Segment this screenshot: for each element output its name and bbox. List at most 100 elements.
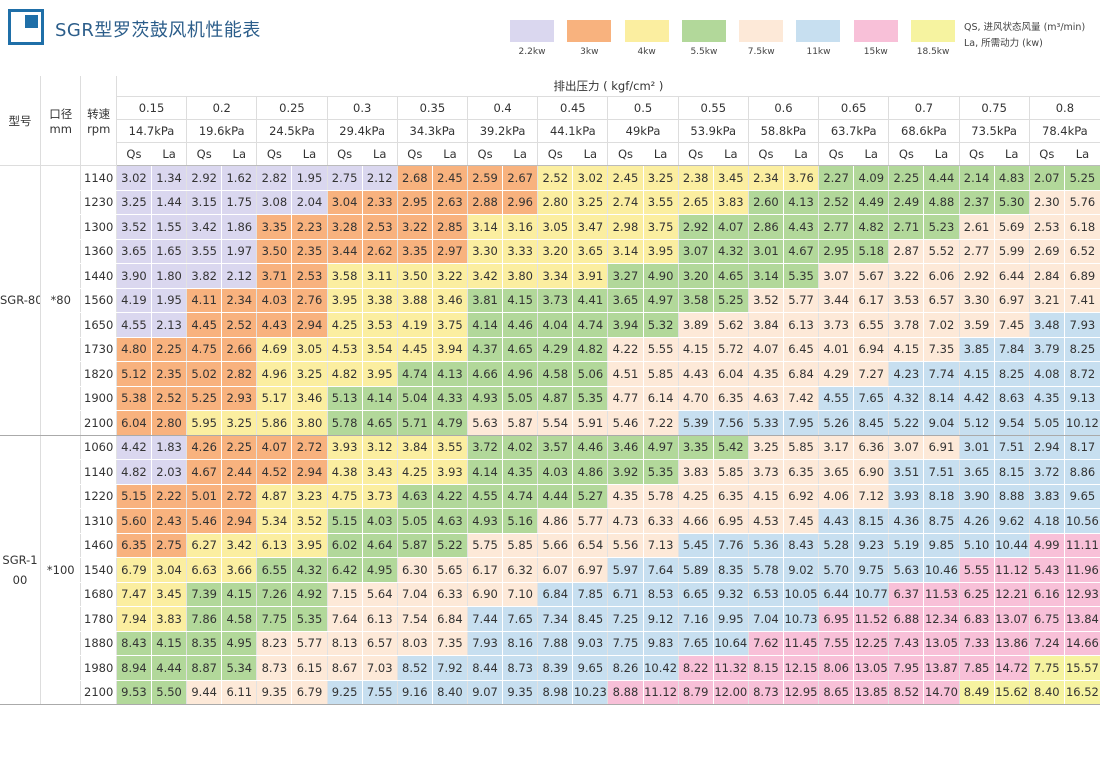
qs-cell: 5.36 bbox=[747, 533, 784, 558]
la-cell: 6.35 bbox=[712, 484, 749, 509]
qs-cell: 6.13 bbox=[256, 533, 292, 558]
table-row: 1680 7.47 3.45 7.39 4.15 7.26 4.92 7.15 5.64 7.04… bbox=[0, 582, 1100, 607]
la-cell: 4.33 bbox=[431, 386, 468, 411]
qs-cell: 2.92 bbox=[186, 165, 222, 191]
la-cell: 10.05 bbox=[782, 582, 819, 607]
header-la: La bbox=[782, 142, 819, 166]
header-bore-label: 口径 bbox=[49, 106, 73, 121]
qs-cell: 2.82 bbox=[256, 165, 292, 191]
la-cell: 5.35 bbox=[291, 606, 328, 632]
qs-cell: 4.69 bbox=[256, 337, 292, 362]
header-qs: Qs bbox=[326, 142, 363, 166]
qs-cell: 9.25 bbox=[326, 680, 363, 705]
qs-cell: 7.25 bbox=[607, 606, 644, 632]
la-cell: 4.63 bbox=[431, 508, 468, 534]
la-cell: 6.57 bbox=[923, 288, 960, 313]
legend-swatch bbox=[911, 20, 956, 42]
qs-cell: 3.55 bbox=[186, 239, 222, 264]
table-row: SGR-100 *100 1060 4.42 1.83 4.26 2.25 4.07 2.72 3… bbox=[0, 435, 1100, 705]
la-cell: 7.55 bbox=[361, 680, 398, 705]
qs-cell: 2.61 bbox=[958, 214, 995, 240]
la-cell: 7.41 bbox=[1063, 288, 1100, 313]
qs-cell: 4.66 bbox=[466, 361, 503, 387]
header-qs: Qs bbox=[747, 142, 784, 166]
la-cell: 6.15 bbox=[291, 655, 328, 681]
legend-label: 5.5kw bbox=[690, 47, 718, 57]
header-la: La bbox=[853, 142, 889, 166]
la-cell: 8.45 bbox=[853, 410, 889, 436]
la-cell: 2.52 bbox=[150, 386, 187, 411]
qs-cell: 4.43 bbox=[818, 508, 854, 534]
qs-cell: 8.03 bbox=[396, 631, 433, 656]
header-bore-unit: mm bbox=[49, 121, 72, 136]
qs-cell: 3.42 bbox=[186, 214, 222, 240]
rpm-cell: 1300 bbox=[80, 214, 117, 240]
la-cell: 4.96 bbox=[502, 361, 538, 387]
legend-item: 4kw bbox=[620, 20, 674, 57]
qs-cell: 7.75 bbox=[256, 606, 292, 632]
la-cell: 6.33 bbox=[642, 508, 679, 534]
qs-cell: 9.35 bbox=[256, 680, 292, 705]
header-pressure-kpa: 14.7kPa bbox=[115, 119, 187, 143]
qs-cell: 4.45 bbox=[186, 312, 222, 338]
la-cell: 6.95 bbox=[712, 508, 749, 534]
qs-cell: 3.35 bbox=[396, 239, 433, 264]
qs-cell: 5.25 bbox=[186, 386, 222, 411]
la-cell: 4.44 bbox=[150, 655, 187, 681]
qs-cell: 4.82 bbox=[326, 361, 363, 387]
qs-cell: 3.15 bbox=[186, 190, 222, 215]
qs-cell: 6.63 bbox=[186, 557, 222, 583]
la-cell: 2.34 bbox=[221, 288, 257, 313]
la-cell: 6.97 bbox=[572, 557, 608, 583]
la-cell: 4.64 bbox=[361, 533, 398, 558]
la-cell: 3.80 bbox=[502, 263, 538, 289]
qs-cell: 7.33 bbox=[958, 631, 995, 656]
la-cell: 5.34 bbox=[221, 655, 257, 681]
la-cell: 4.46 bbox=[502, 312, 538, 338]
header-qs: Qs bbox=[256, 142, 292, 166]
la-cell: 8.63 bbox=[993, 386, 1030, 411]
la-cell: 9.65 bbox=[1063, 484, 1100, 509]
legend-item: 7.5kw bbox=[734, 20, 788, 57]
qs-cell: 3.50 bbox=[256, 239, 292, 264]
la-cell: 9.35 bbox=[502, 680, 538, 705]
header-pressure-kgf: 0.2 bbox=[186, 96, 257, 120]
qs-cell: 8.67 bbox=[326, 655, 363, 681]
qs-cell: 7.39 bbox=[186, 582, 222, 607]
la-cell: 5.25 bbox=[712, 288, 749, 313]
qs-cell: 4.32 bbox=[888, 386, 924, 411]
la-cell: 9.54 bbox=[993, 410, 1030, 436]
la-cell: 16.52 bbox=[1063, 680, 1100, 705]
qs-cell: 8.73 bbox=[747, 680, 784, 705]
qs-cell: 5.05 bbox=[396, 508, 433, 534]
header-pressure-kpa: 39.2kPa bbox=[466, 119, 538, 143]
la-cell: 7.65 bbox=[502, 606, 538, 632]
qs-cell: 4.53 bbox=[326, 337, 363, 362]
la-cell: 11.52 bbox=[853, 606, 889, 632]
la-cell: 9.65 bbox=[572, 655, 608, 681]
header-pressure-kgf: 0.8 bbox=[1028, 96, 1100, 120]
la-cell: 2.93 bbox=[221, 386, 257, 411]
header-row: 0.15 0.2 0.25 0.3 0.35 0.4 0.45 0.5 0.55 0.6 0.65 0… bbox=[0, 96, 1100, 120]
legend-label: 2.2kw bbox=[518, 47, 546, 57]
la-cell: 2.22 bbox=[150, 484, 187, 509]
qs-cell: 8.26 bbox=[607, 655, 644, 681]
la-cell: 5.69 bbox=[993, 214, 1030, 240]
la-cell: 3.53 bbox=[361, 312, 398, 338]
header-la: La bbox=[1063, 142, 1100, 166]
header-row: Qs La Qs La Qs La Qs La Qs La Qs La Qs La Qs La Qs La Qs La… bbox=[0, 142, 1100, 166]
qs-cell: 2.69 bbox=[1028, 239, 1065, 264]
qs-cell: 6.42 bbox=[326, 557, 363, 583]
header-pressure-kpa: 19.6kPa bbox=[186, 119, 257, 143]
la-cell: 13.87 bbox=[923, 655, 960, 681]
qs-cell: 3.01 bbox=[958, 435, 995, 460]
qs-cell: 6.07 bbox=[537, 557, 573, 583]
qs-cell: 4.55 bbox=[466, 484, 503, 509]
qs-cell: 5.22 bbox=[888, 410, 924, 436]
qs-cell: 2.88 bbox=[466, 190, 503, 215]
header-pressure-kgf: 0.65 bbox=[818, 96, 889, 120]
la-cell: 1.95 bbox=[150, 288, 187, 313]
la-cell: 4.09 bbox=[853, 165, 889, 191]
qs-cell: 8.23 bbox=[256, 631, 292, 656]
qs-cell: 5.33 bbox=[747, 410, 784, 436]
